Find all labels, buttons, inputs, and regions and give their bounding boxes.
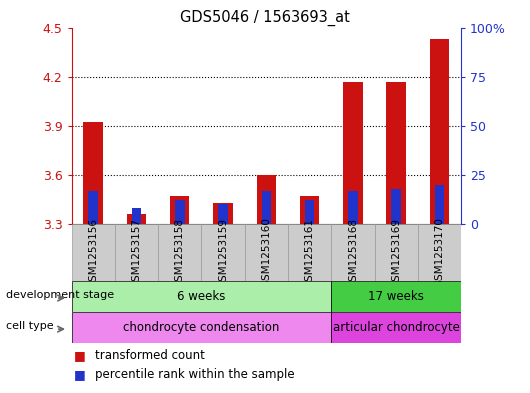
Bar (175, 200, 184, 224)
Bar (115, 224, 158, 281)
Text: chondrocyte condensation: chondrocyte condensation (123, 321, 280, 334)
Bar (331, 224, 375, 281)
Bar (213, 203, 233, 224)
Bar (218, 204, 228, 224)
Text: GDS5046 / 1563693_at: GDS5046 / 1563693_at (180, 10, 350, 26)
Bar (262, 191, 271, 224)
Text: ■: ■ (74, 368, 86, 381)
Bar (201, 224, 245, 281)
Bar (72, 224, 115, 281)
Bar (305, 200, 314, 224)
Bar (331, 281, 461, 312)
Text: GSM1253170: GSM1253170 (435, 218, 445, 287)
Bar (132, 208, 141, 224)
Text: articular chondrocyte: articular chondrocyte (333, 321, 460, 334)
Bar (435, 185, 444, 224)
Text: GSM1253169: GSM1253169 (391, 217, 401, 288)
Text: 6 weeks: 6 weeks (177, 290, 226, 303)
Bar (430, 39, 449, 224)
Text: GSM1253158: GSM1253158 (175, 217, 185, 288)
Bar (72, 312, 331, 343)
Bar (386, 82, 406, 224)
Bar (89, 191, 98, 224)
Text: 17 weeks: 17 weeks (368, 290, 424, 303)
Bar (170, 196, 190, 224)
Text: transformed count: transformed count (95, 349, 205, 362)
Bar (331, 312, 461, 343)
Bar (72, 281, 331, 312)
Bar (127, 214, 146, 224)
Bar (343, 82, 363, 224)
Bar (257, 175, 276, 224)
Text: percentile rank within the sample: percentile rank within the sample (95, 368, 295, 381)
Text: GSM1253168: GSM1253168 (348, 217, 358, 288)
Bar (375, 224, 418, 281)
Text: ■: ■ (74, 349, 86, 362)
Text: cell type: cell type (6, 321, 54, 331)
Text: development stage: development stage (6, 290, 114, 300)
Bar (348, 191, 358, 224)
Text: GSM1253161: GSM1253161 (305, 217, 315, 288)
Text: GSM1253159: GSM1253159 (218, 217, 228, 288)
Bar (288, 224, 331, 281)
Bar (245, 224, 288, 281)
Bar (300, 196, 320, 224)
Bar (418, 224, 461, 281)
Text: GSM1253160: GSM1253160 (261, 218, 271, 287)
Bar (392, 189, 401, 224)
Bar (158, 224, 201, 281)
Text: GSM1253157: GSM1253157 (131, 217, 142, 288)
Bar (83, 123, 103, 224)
Text: GSM1253156: GSM1253156 (88, 217, 98, 288)
